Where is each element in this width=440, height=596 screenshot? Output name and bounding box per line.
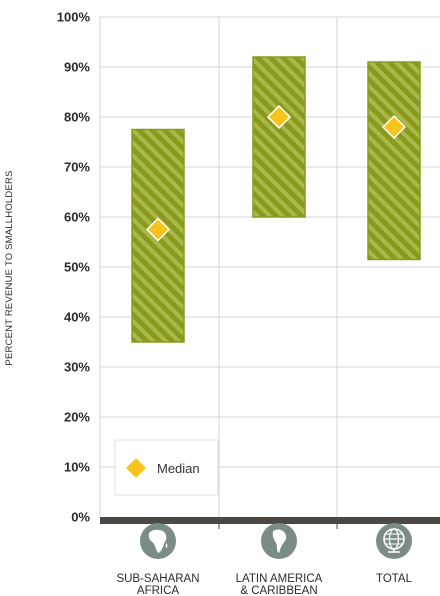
south-america-globe-icon [261, 523, 297, 559]
y-tick-label: 100% [57, 10, 91, 25]
category-labels: SUB-SAHARAN AFRICA LATIN AMERICA & CARIBBEA… [116, 523, 413, 596]
y-tick-label: 80% [64, 110, 90, 125]
category-label: TOTAL [376, 573, 413, 585]
legend-median-marker [123, 455, 149, 481]
y-axis-title: PERCENT REVENUE TO SMALLHOLDERS [4, 170, 15, 365]
y-tick-label: 90% [64, 60, 90, 75]
range-bar [252, 56, 306, 218]
median-marker [266, 104, 292, 130]
y-tick-label: 10% [64, 460, 90, 475]
y-tick-label: 30% [64, 360, 90, 375]
y-tick-label: 20% [64, 410, 90, 425]
median-marker [381, 114, 407, 140]
y-axis-label: PERCENT REVENUE TO SMALLHOLDERS [4, 170, 15, 365]
y-tick-label: 40% [64, 310, 90, 325]
world-globe-icon [376, 523, 412, 559]
y-tick-label: 50% [64, 260, 90, 275]
y-tick-labels: 0% 10% 20% 30% 40% 50% 60% 70% 80% 90% 100% [57, 10, 91, 525]
legend-median-label: Median [157, 461, 200, 476]
y-tick-label: 0% [71, 510, 90, 525]
range-bar [367, 61, 421, 261]
y-tick-label: 70% [64, 160, 90, 175]
median-markers [145, 104, 407, 242]
category-label: LATIN AMERICA & CARIBBEAN [236, 573, 323, 596]
category-label: SUB-SAHARAN AFRICA [116, 573, 199, 596]
africa-globe-icon [140, 523, 176, 559]
y-tick-label: 60% [64, 210, 90, 225]
legend: Median [114, 439, 219, 496]
range-bars [131, 56, 421, 343]
x-axis-baseline [100, 517, 440, 524]
median-marker [145, 217, 171, 242]
